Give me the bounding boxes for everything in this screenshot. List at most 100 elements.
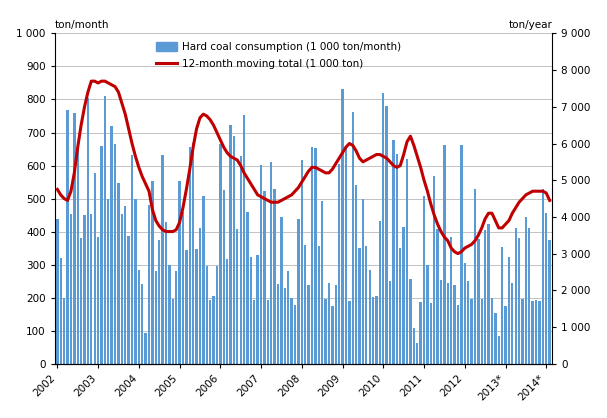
Bar [413, 328, 415, 364]
Bar [195, 250, 198, 364]
Bar [161, 155, 164, 364]
Bar [453, 285, 456, 364]
Bar [80, 238, 83, 364]
Bar [189, 147, 191, 364]
Bar [535, 300, 537, 364]
Bar [185, 250, 188, 364]
Bar [351, 112, 354, 364]
Bar [532, 301, 534, 364]
Bar [348, 301, 350, 364]
Bar [334, 285, 337, 364]
Bar [515, 228, 517, 364]
Bar [355, 185, 358, 364]
Bar [368, 270, 371, 364]
Bar [501, 247, 503, 364]
Bar [549, 240, 551, 364]
Bar [477, 239, 480, 364]
Bar [56, 219, 58, 364]
Bar [396, 154, 398, 364]
Text: ton/month: ton/month [55, 20, 109, 30]
Bar [511, 283, 514, 364]
Bar [87, 99, 89, 364]
Bar [464, 263, 466, 364]
Bar [402, 227, 405, 364]
Bar [487, 224, 490, 364]
Bar [219, 144, 222, 364]
Bar [212, 296, 215, 364]
Bar [362, 199, 364, 364]
Bar [178, 181, 181, 364]
Bar [385, 106, 388, 364]
Bar [507, 257, 510, 364]
Bar [215, 266, 218, 364]
Bar [287, 270, 290, 364]
Bar [450, 237, 452, 364]
Bar [440, 280, 442, 364]
Bar [232, 136, 235, 364]
Bar [249, 257, 252, 364]
Bar [151, 181, 154, 364]
Bar [66, 110, 69, 364]
Bar [263, 191, 266, 364]
Bar [144, 333, 147, 364]
Bar [198, 228, 201, 364]
Bar [236, 229, 239, 364]
Bar [117, 184, 120, 364]
Bar [202, 196, 205, 364]
Bar [243, 115, 245, 364]
Bar [273, 189, 276, 364]
Bar [127, 236, 130, 364]
Bar [338, 163, 341, 364]
Bar [229, 125, 232, 364]
Bar [104, 96, 106, 364]
Bar [484, 229, 486, 364]
Bar [134, 199, 137, 364]
Bar [246, 212, 249, 364]
Bar [379, 222, 381, 364]
Bar [294, 305, 296, 364]
Bar [206, 265, 208, 364]
Bar [518, 237, 520, 364]
Bar [148, 206, 150, 364]
Bar [321, 201, 324, 364]
Bar [314, 148, 317, 364]
Bar [389, 281, 392, 364]
Legend: Hard coal consumption (1 000 ton/month), 12-month moving total (1 000 ton): Hard coal consumption (1 000 ton/month),… [156, 42, 401, 69]
Bar [457, 305, 459, 364]
Bar [372, 297, 375, 364]
Bar [100, 146, 103, 364]
Bar [365, 246, 367, 364]
Bar [447, 283, 449, 364]
Bar [521, 298, 524, 364]
Bar [304, 245, 307, 364]
Bar [426, 265, 429, 364]
Bar [423, 196, 426, 364]
Bar [168, 265, 171, 364]
Bar [328, 283, 330, 364]
Bar [392, 140, 395, 364]
Bar [524, 217, 527, 364]
Bar [443, 145, 446, 364]
Bar [158, 240, 160, 364]
Bar [124, 206, 126, 364]
Bar [419, 302, 422, 364]
Bar [528, 228, 531, 364]
Bar [481, 298, 483, 364]
Bar [223, 190, 225, 364]
Bar [375, 296, 378, 364]
Bar [436, 229, 439, 364]
Bar [226, 259, 228, 364]
Bar [409, 280, 412, 364]
Bar [541, 189, 544, 364]
Bar [311, 147, 313, 364]
Bar [63, 298, 66, 364]
Bar [545, 213, 548, 364]
Bar [331, 306, 334, 364]
Bar [70, 214, 72, 364]
Bar [107, 199, 109, 364]
Text: ton/year: ton/year [509, 20, 552, 30]
Bar [341, 89, 344, 364]
Bar [416, 342, 418, 364]
Bar [83, 215, 86, 364]
Bar [97, 237, 100, 364]
